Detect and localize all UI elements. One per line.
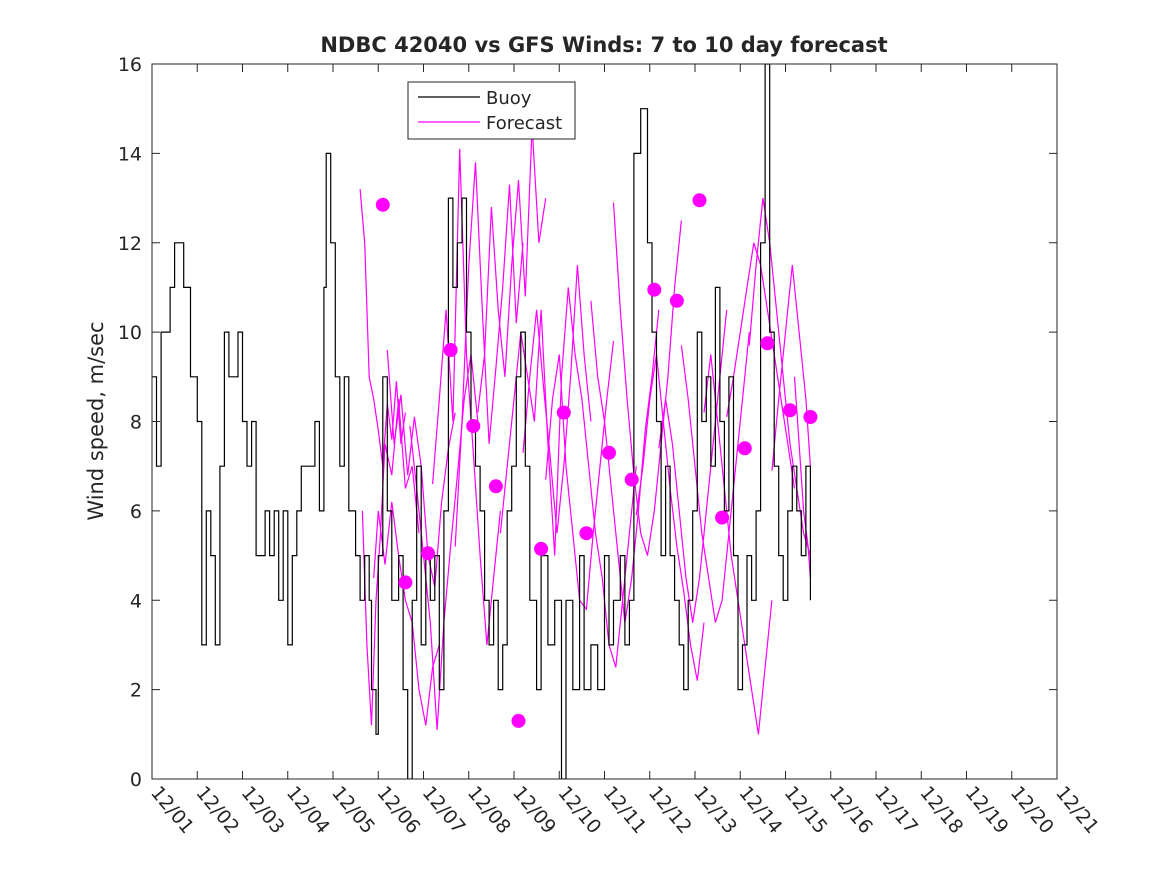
forecast-line xyxy=(477,126,547,413)
forecast-line xyxy=(771,265,811,471)
forecast-marker xyxy=(556,405,571,420)
legend: Buoy Forecast xyxy=(407,81,576,140)
forecast-marker xyxy=(534,541,549,556)
forecast-marker xyxy=(375,197,390,212)
forecast-marker xyxy=(715,510,730,525)
forecast-marker xyxy=(398,575,413,590)
forecast-marker xyxy=(602,445,616,460)
y-tick-label: 4 xyxy=(130,590,142,612)
forecast-line xyxy=(612,202,682,556)
forecast-marker xyxy=(624,472,639,487)
forecast-line xyxy=(499,287,569,556)
legend-label-buoy: Buoy xyxy=(486,88,532,109)
series-layer xyxy=(152,64,818,779)
legend-box xyxy=(407,81,576,140)
forecast-marker xyxy=(692,193,707,208)
forecast-marker xyxy=(579,526,594,541)
forecast-line xyxy=(522,265,592,534)
y-tick-label: 14 xyxy=(118,143,142,165)
y-tick-label: 0 xyxy=(130,769,142,791)
forecast-marker xyxy=(443,343,458,357)
forecast-marker xyxy=(647,282,662,297)
forecast-line xyxy=(680,332,750,623)
legend-label-forecast: Forecast xyxy=(486,113,562,134)
y-tick-label: 2 xyxy=(130,680,142,702)
forecast-marker xyxy=(783,403,797,418)
y-tick-label: 16 xyxy=(118,54,142,76)
y-tick-label: 6 xyxy=(130,501,142,523)
forecast-marker xyxy=(760,336,775,351)
y-tick-label: 10 xyxy=(118,322,142,344)
forecast-marker xyxy=(803,410,818,424)
forecast-marker xyxy=(488,479,503,494)
plot-area xyxy=(152,64,818,779)
forecast-marker xyxy=(421,546,435,561)
forecast-marker xyxy=(669,293,684,308)
forecast-marker xyxy=(511,713,526,728)
y-axis-label: Wind speed, m/sec xyxy=(84,321,108,520)
forecast-marker xyxy=(466,419,481,433)
forecast-line xyxy=(793,376,811,578)
buoy-line xyxy=(152,64,811,779)
forecast-marker xyxy=(737,441,752,456)
forecast-line xyxy=(361,399,420,726)
y-tick-label: 8 xyxy=(130,412,142,434)
chart-title: NDBC 42040 vs GFS Winds: 7 to 10 day for… xyxy=(320,33,887,57)
y-tick-label: 12 xyxy=(118,233,142,255)
